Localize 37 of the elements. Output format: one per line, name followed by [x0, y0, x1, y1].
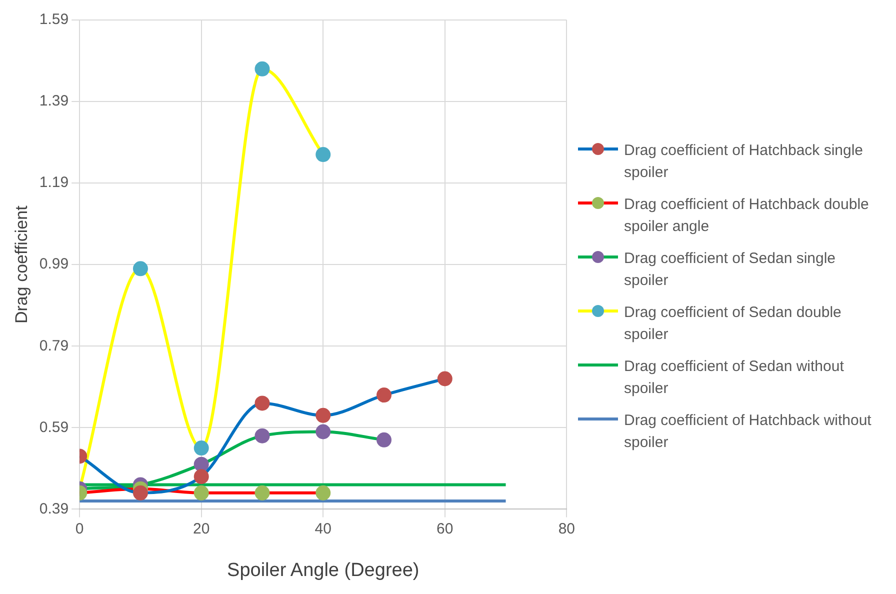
- y-tick-label: 0.39: [39, 500, 69, 518]
- point: [194, 440, 209, 456]
- point: [194, 456, 209, 472]
- point: [316, 485, 331, 500]
- point: [194, 469, 209, 484]
- point: [437, 371, 452, 386]
- point: [316, 424, 331, 440]
- y-tick-label: 1.19: [39, 174, 69, 192]
- point: [254, 61, 270, 76]
- x-tick-label: 80: [558, 520, 575, 538]
- y-tick-label: 0.99: [39, 256, 69, 273]
- y-tick-label: 0.79: [39, 337, 69, 354]
- legend-label: Drag coefficient of Sedan single spoiler: [624, 249, 837, 291]
- y-tick-label: 0.59: [39, 418, 69, 436]
- point: [254, 396, 270, 411]
- point: [254, 428, 270, 444]
- y-axis-title: Drag coefficient: [12, 205, 31, 324]
- point: [254, 485, 270, 500]
- x-tick-label: 40: [314, 520, 332, 538]
- point: [132, 261, 148, 276]
- y-tick-label: 1.59: [39, 11, 69, 28]
- y-tick-label: 1.39: [39, 92, 69, 110]
- point: [316, 147, 331, 162]
- legend-label: Drag coefficient of Hatchback single spoiler: [624, 141, 864, 183]
- point: [376, 432, 392, 448]
- x-axis-title: Spoiler Angle (Degree): [227, 560, 420, 581]
- legend-label: Drag coefficient of Sedan without spoiler: [624, 357, 845, 399]
- point: [194, 485, 209, 500]
- x-tick-label: 0: [75, 520, 84, 538]
- point: [316, 408, 331, 423]
- x-tick-label: 20: [193, 520, 210, 538]
- legend-label: Drag coefficient of Hatchback without spoiler: [624, 411, 872, 453]
- point: [132, 485, 148, 500]
- x-tick-label: 60: [436, 520, 454, 538]
- legend-label: Drag coefficient of Sedan double spoiler: [624, 303, 842, 345]
- point: [376, 388, 392, 403]
- legend-label: Drag coefficient of Hatchback double spoiler angle: [624, 195, 870, 237]
